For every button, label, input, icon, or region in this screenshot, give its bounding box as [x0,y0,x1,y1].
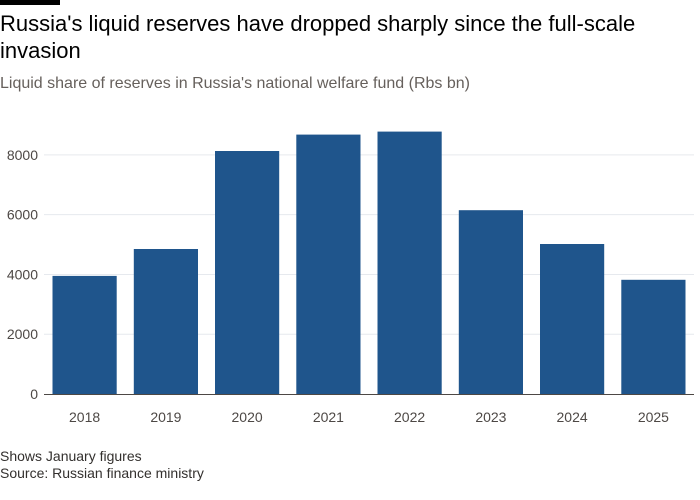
chart-title: Russia's liquid reserves have dropped sh… [0,11,636,63]
bar-2025 [621,279,686,394]
x-tick-label: 2024 [557,409,588,425]
bars [52,131,686,394]
x-tick-label: 2025 [638,409,669,425]
y-tick-label: 6000 [7,207,38,223]
x-tick-label: 2018 [69,409,100,425]
bar-2024 [540,244,605,394]
bar-2023 [458,210,523,394]
x-tick-label: 2021 [313,409,344,425]
x-tick-label: 2023 [475,409,506,425]
y-tick-label: 8000 [7,147,38,163]
bar-2021 [296,134,361,394]
bar-2020 [215,151,280,394]
x-tick-label: 2020 [232,409,263,425]
footnote: Shows January figures [0,448,142,464]
bar-2018 [52,275,117,394]
source-note: Source: Russian finance ministry [0,465,204,481]
x-tick-label: 2022 [394,409,425,425]
bar-2022 [377,131,442,394]
y-tick-label: 0 [30,386,38,402]
bar-2019 [133,249,198,394]
y-tick-label: 2000 [7,326,38,342]
y-tick-label: 4000 [7,266,38,282]
top-rule [0,0,60,5]
x-tick-label: 2019 [150,409,181,425]
x-axis-labels: 2018 2019 2020 2021 2022 2023 2024 2025 [69,409,669,425]
y-axis-labels: 0 2000 4000 6000 8000 [7,147,38,402]
chart-subtitle: Liquid share of reserves in Russia's nat… [0,75,470,92]
footer: Shows January figures Source: Russian fi… [0,448,204,482]
